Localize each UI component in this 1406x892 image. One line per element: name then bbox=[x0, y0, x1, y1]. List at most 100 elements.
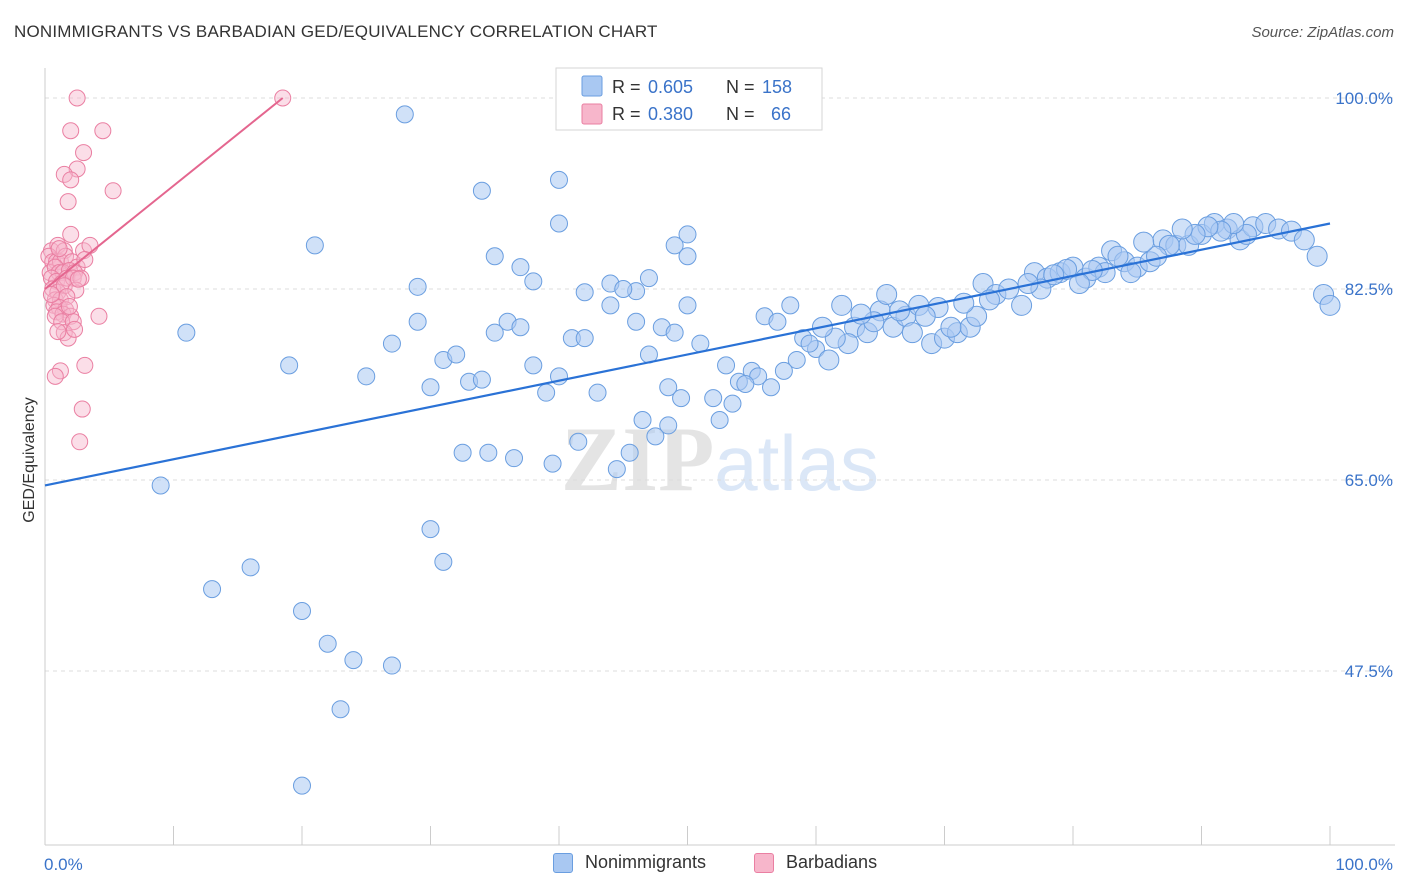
barbadians-point-54 bbox=[59, 329, 77, 347]
trend-lines bbox=[44, 97, 1331, 487]
barbadians-point-56 bbox=[49, 323, 67, 341]
barbadians-point-63 bbox=[42, 285, 60, 303]
barbadians-points bbox=[40, 89, 292, 451]
barbadians-point-65 bbox=[50, 240, 68, 258]
nonimmigrants-point-148 bbox=[241, 558, 260, 577]
y-tick-label-0: 100.0% bbox=[1335, 89, 1393, 108]
legend-r-value-2: 0.380 bbox=[648, 104, 693, 124]
nonimmigrants-point-142 bbox=[505, 449, 524, 468]
nonimmigrants-point-9 bbox=[575, 283, 594, 302]
nonimmigrants-point-89 bbox=[1293, 229, 1315, 251]
legend-r-label-1: R = bbox=[612, 77, 641, 97]
legend-item-barbadians: Barbadians bbox=[754, 852, 877, 873]
chart-title: NONIMMIGRANTS VS BARBADIAN GED/EQUIVALEN… bbox=[14, 22, 658, 41]
barbadians-point-4 bbox=[75, 144, 93, 162]
watermark-atlas: atlas bbox=[714, 419, 879, 507]
legend-n-value-1: 158 bbox=[762, 77, 792, 97]
nonimmigrants-point-5 bbox=[485, 247, 504, 266]
nonimmigrants-point-29 bbox=[524, 356, 543, 375]
nonimmigrants-point-23 bbox=[447, 345, 466, 364]
nonimmigrants-point-26 bbox=[485, 323, 504, 342]
nonimmigrants-point-136 bbox=[633, 410, 652, 429]
barbadians-point-7 bbox=[62, 171, 80, 189]
nonimmigrants-point-30 bbox=[537, 383, 556, 402]
nonimmigrants-point-42 bbox=[691, 334, 710, 353]
barbadians-point-10 bbox=[62, 225, 80, 243]
barbadians-point-64 bbox=[69, 270, 87, 288]
nonimmigrants-point-140 bbox=[569, 432, 588, 451]
nonimmigrants-point-49 bbox=[781, 296, 800, 315]
barbadians-point-0 bbox=[68, 89, 86, 107]
nonimmigrants-point-8 bbox=[408, 277, 427, 296]
series-legend: Nonimmigrants Barbadians bbox=[0, 852, 1406, 878]
nonimmigrants-point-92 bbox=[1319, 294, 1341, 316]
barbadians-point-60 bbox=[73, 400, 91, 418]
legend-swatch-pink bbox=[754, 852, 774, 873]
barbadians-point-5 bbox=[68, 160, 86, 178]
barbadians-point-8 bbox=[104, 182, 122, 200]
nonimmigrants-point-153 bbox=[344, 651, 363, 670]
nonimmigrants-point-145 bbox=[382, 656, 401, 675]
nonimmigrants-point-6 bbox=[511, 258, 530, 277]
nonimmigrants-point-139 bbox=[607, 460, 626, 479]
nonimmigrants-point-147 bbox=[434, 552, 453, 571]
nonimmigrants-point-25 bbox=[472, 370, 491, 389]
barbadians-point-15 bbox=[81, 236, 99, 254]
nonimmigrants-point-138 bbox=[659, 416, 678, 435]
nonimmigrants-point-152 bbox=[318, 634, 337, 653]
nonimmigrants-point-130 bbox=[736, 374, 755, 393]
nonimmigrants-point-114 bbox=[940, 316, 962, 338]
nonimmigrants-point-102 bbox=[1120, 262, 1142, 284]
nonimmigrants-point-151 bbox=[293, 601, 311, 620]
nonimmigrants-point-101 bbox=[1133, 231, 1155, 253]
y-tick-label-3: 47.5% bbox=[1345, 662, 1393, 681]
axes bbox=[44, 68, 1395, 846]
nonimmigrants-point-41 bbox=[678, 296, 697, 315]
nonimmigrants-point-3 bbox=[550, 214, 568, 233]
barbadians-trend-line bbox=[44, 97, 284, 290]
barbadians-point-49 bbox=[90, 307, 108, 325]
nonimmigrants-point-155 bbox=[293, 776, 311, 795]
nonimmigrants-point-44 bbox=[717, 356, 736, 375]
nonimmigrants-point-52 bbox=[818, 349, 840, 371]
nonimmigrants-point-17 bbox=[280, 356, 299, 375]
nonimmigrants-point-40 bbox=[665, 323, 684, 342]
nonimmigrants-point-4 bbox=[305, 236, 324, 255]
nonimmigrants-point-125 bbox=[800, 334, 819, 353]
nonimmigrants-point-18 bbox=[357, 367, 376, 386]
source-label: Source: ZipAtlas.com bbox=[1251, 24, 1394, 41]
nonimmigrants-point-53 bbox=[831, 294, 853, 316]
nonimmigrants-point-150 bbox=[151, 476, 170, 495]
nonimmigrants-point-126 bbox=[787, 350, 806, 369]
barbadians-point-2 bbox=[62, 122, 80, 140]
barbadians-point-57 bbox=[76, 356, 94, 374]
nonimmigrants-point-112 bbox=[966, 305, 988, 327]
legend-label-nonimmigrants: Nonimmigrants bbox=[585, 852, 707, 872]
legend-label-barbadians: Barbadians bbox=[786, 852, 878, 872]
nonimmigrants-point-48 bbox=[768, 312, 787, 331]
barbadians-point-23 bbox=[76, 251, 94, 269]
stats-legend: R = 0.605 N = 158 R = 0.380 N = 66 bbox=[555, 67, 823, 131]
nonimmigrants-point-13 bbox=[678, 225, 697, 244]
legend-n-label-1: N = bbox=[726, 77, 755, 97]
nonimmigrants-point-33 bbox=[575, 329, 594, 348]
nonimmigrants-point-149 bbox=[203, 580, 222, 599]
nonimmigrants-point-131 bbox=[723, 394, 742, 413]
nonimmigrants-point-128 bbox=[762, 378, 781, 397]
nonimmigrants-point-135 bbox=[620, 443, 639, 462]
nonimmigrants-point-103 bbox=[1107, 245, 1129, 267]
nonimmigrants-point-134 bbox=[659, 378, 678, 397]
barbadians-point-18 bbox=[48, 253, 66, 271]
nonimmigrants-point-16 bbox=[177, 323, 196, 342]
barbadians-point-19 bbox=[51, 253, 69, 271]
nonimmigrants-point-144 bbox=[453, 443, 472, 462]
nonimmigrants-point-133 bbox=[672, 389, 691, 408]
barbadians-point-62 bbox=[60, 297, 78, 315]
nonimmigrants-point-1 bbox=[472, 181, 491, 200]
nonimmigrants-point-19 bbox=[382, 334, 401, 353]
nonimmigrants-point-0 bbox=[395, 105, 414, 124]
nonimmigrants-point-127 bbox=[774, 361, 793, 380]
nonimmigrants-point-37 bbox=[627, 312, 646, 331]
nonimmigrants-point-116 bbox=[914, 305, 936, 327]
